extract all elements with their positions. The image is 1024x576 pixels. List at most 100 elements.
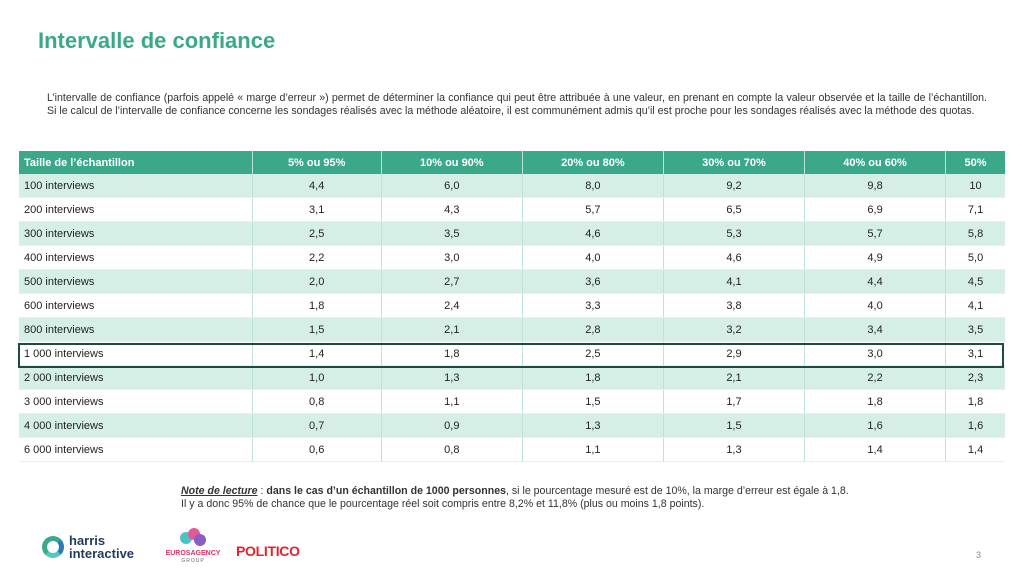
margin-value-cell: 1,0 <box>252 365 382 390</box>
table-row: 500 interviews 2,0 2,7 3,6 4,1 4,4 4,5 <box>19 269 1005 294</box>
margin-value-cell: 4,5 <box>945 269 1005 294</box>
table-header-row: Taille de l’échantillon 5% ou 95% 10% ou… <box>19 151 1005 174</box>
note-bold-text: dans le cas d’un échantillon de 1000 per… <box>266 485 506 497</box>
harris-wordmark-line1: harris <box>69 533 106 548</box>
harris-wordmark: harris interactive <box>69 534 134 560</box>
header-50: 50% <box>945 151 1005 174</box>
table-body: 100 interviews 4,4 6,0 8,0 9,2 9,8 10 200 inter… <box>19 174 1005 462</box>
table-row: 200 interviews 3,1 4,3 5,7 6,5 6,9 7,1 <box>19 197 1005 222</box>
row-sample-size: 300 interviews <box>19 221 253 246</box>
table-row: 4 000 interviews 0,7 0,9 1,3 1,5 1,6 1,6 <box>19 413 1005 438</box>
margin-value-cell: 9,8 <box>804 174 947 198</box>
header-10-90: 10% ou 90% <box>381 151 523 174</box>
table-row: 800 interviews 1,5 2,1 2,8 3,2 3,4 3,5 <box>19 317 1005 342</box>
note-separator: : <box>257 485 267 497</box>
harris-ring-icon <box>42 536 64 558</box>
note-second-line: Il y a donc 95% de chance que le pourcen… <box>181 498 705 510</box>
reading-note: Note de lecture : dans le cas d’un échan… <box>181 485 981 511</box>
margin-value-cell: 4,1 <box>945 293 1005 318</box>
margin-value-cell: 3,5 <box>945 317 1005 342</box>
margin-value-cell: 2,8 <box>522 317 664 342</box>
table-row: 3 000 interviews 0,8 1,1 1,5 1,7 1,8 1,8 <box>19 389 1005 414</box>
row-sample-size: 400 interviews <box>19 245 253 270</box>
margin-value-cell: 4,1 <box>663 269 806 294</box>
margin-value-cell: 1,1 <box>522 437 664 462</box>
margin-value-cell: 1,4 <box>804 437 947 462</box>
margin-value-cell: 1,8 <box>381 341 523 366</box>
margin-value-cell: 1,5 <box>663 413 806 438</box>
margin-value-cell: 2,4 <box>381 293 523 318</box>
margin-value-cell: 3,2 <box>663 317 806 342</box>
margin-value-cell: 3,0 <box>804 341 947 366</box>
margin-value-cell: 2,2 <box>804 365 947 390</box>
eurosagency-mark-icon <box>180 528 206 550</box>
margin-value-cell: 0,8 <box>252 389 382 414</box>
table-row: 600 interviews 1,8 2,4 3,3 3,8 4,0 4,1 <box>19 293 1005 318</box>
margin-value-cell: 2,5 <box>522 341 664 366</box>
table-row: 1 000 interviews 1,4 1,8 2,5 2,9 3,0 3,1 <box>19 341 1005 366</box>
margin-value-cell: 2,2 <box>252 245 382 270</box>
margin-value-cell: 7,1 <box>945 197 1005 222</box>
table-row: 6 000 interviews 0,6 0,8 1,1 1,3 1,4 1,4 <box>19 437 1005 462</box>
margin-value-cell: 1,7 <box>663 389 806 414</box>
margin-value-cell: 2,1 <box>381 317 523 342</box>
margin-value-cell: 3,4 <box>804 317 947 342</box>
page-number: 3 <box>976 550 982 560</box>
intro-paragraph: L’intervalle de confiance (parfois appel… <box>47 92 987 117</box>
margin-value-cell: 1,5 <box>252 317 382 342</box>
row-sample-size: 6 000 interviews <box>19 437 253 462</box>
margin-value-cell: 1,3 <box>381 365 523 390</box>
margin-value-cell: 5,3 <box>663 221 806 246</box>
harris-wordmark-line2: interactive <box>69 546 135 561</box>
eurosagency-group-label: GROUP <box>181 558 205 564</box>
margin-value-cell: 2,9 <box>663 341 806 366</box>
margin-value-cell: 1,8 <box>945 389 1005 414</box>
header-sample-size: Taille de l’échantillon <box>19 151 253 174</box>
margin-value-cell: 0,8 <box>381 437 523 462</box>
table-row: 100 interviews 4,4 6,0 8,0 9,2 9,8 10 <box>19 174 1005 198</box>
margin-value-cell: 8,0 <box>522 174 664 198</box>
margin-value-cell: 0,6 <box>252 437 382 462</box>
margin-value-cell: 3,0 <box>381 245 523 270</box>
margin-value-cell: 4,0 <box>522 245 664 270</box>
margin-value-cell: 10 <box>945 174 1005 198</box>
table-row: 300 interviews 2,5 3,5 4,6 5,3 5,7 5,8 <box>19 221 1005 246</box>
margin-value-cell: 1,8 <box>522 365 664 390</box>
margin-value-cell: 4,6 <box>522 221 664 246</box>
margin-value-cell: 3,8 <box>663 293 806 318</box>
margin-value-cell: 4,3 <box>381 197 523 222</box>
margin-value-cell: 1,5 <box>522 389 664 414</box>
note-lead: Note de lecture <box>181 485 258 497</box>
margin-value-cell: 1,6 <box>945 413 1005 438</box>
row-sample-size: 3 000 interviews <box>19 389 253 414</box>
margin-value-cell: 2,1 <box>663 365 806 390</box>
header-30-70: 30% ou 70% <box>663 151 806 174</box>
margin-value-cell: 4,6 <box>663 245 806 270</box>
margin-value-cell: 6,5 <box>663 197 806 222</box>
margin-value-cell: 1,8 <box>804 389 947 414</box>
margin-value-cell: 0,9 <box>381 413 523 438</box>
row-sample-size: 1 000 interviews <box>19 341 253 366</box>
margin-value-cell: 6,0 <box>381 174 523 198</box>
header-20-80: 20% ou 80% <box>522 151 664 174</box>
row-sample-size: 600 interviews <box>19 293 253 318</box>
margin-value-cell: 5,7 <box>522 197 664 222</box>
margin-value-cell: 2,3 <box>945 365 1005 390</box>
confidence-interval-table: Taille de l’échantillon 5% ou 95% 10% ou… <box>19 151 1005 462</box>
table-row: 400 interviews 2,2 3,0 4,0 4,6 4,9 5,0 <box>19 245 1005 270</box>
margin-value-cell: 2,5 <box>252 221 382 246</box>
margin-value-cell: 9,2 <box>663 174 806 198</box>
margin-value-cell: 0,7 <box>252 413 382 438</box>
margin-value-cell: 4,4 <box>252 174 382 198</box>
margin-value-cell: 1,8 <box>252 293 382 318</box>
page-title: Intervalle de confiance <box>38 28 276 53</box>
margin-value-cell: 4,9 <box>804 245 947 270</box>
harris-interactive-logo: harris interactive <box>42 534 134 560</box>
row-sample-size: 4 000 interviews <box>19 413 253 438</box>
margin-value-cell: 3,3 <box>522 293 664 318</box>
row-sample-size: 800 interviews <box>19 317 253 342</box>
margin-value-cell: 5,8 <box>945 221 1005 246</box>
eurosagency-wordmark: EUROSAGENCY <box>165 550 221 557</box>
row-sample-size: 200 interviews <box>19 197 253 222</box>
note-text: , si le pourcentage mesuré est de 10%, l… <box>506 485 849 497</box>
